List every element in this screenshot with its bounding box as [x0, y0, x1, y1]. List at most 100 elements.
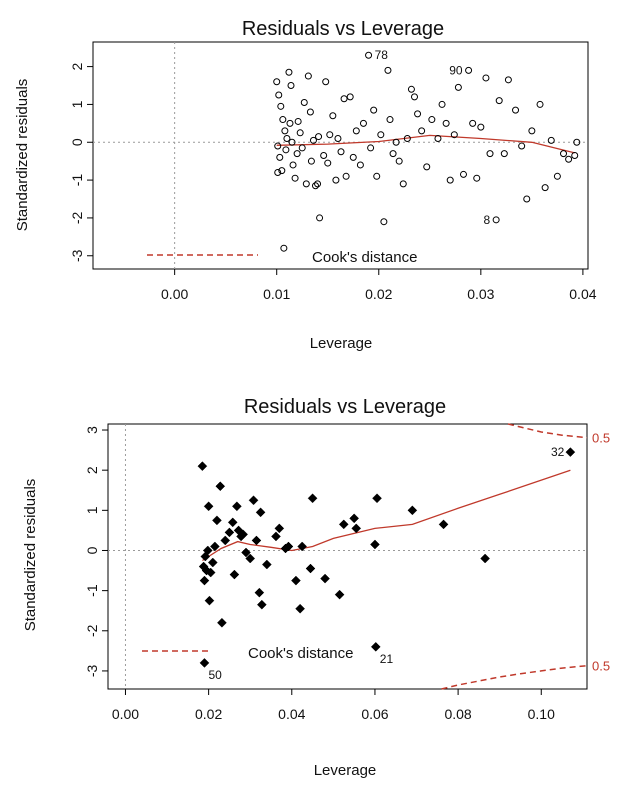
- chart-1-data-point: [486, 150, 494, 158]
- chart-2-data-point: [210, 541, 220, 552]
- chart-2-data-point: [215, 481, 226, 492]
- chart-1-point-label: 8: [483, 213, 490, 227]
- chart-2-data-point: [197, 461, 208, 472]
- chart-1-data-point: [512, 106, 520, 114]
- chart-2-data-point: [349, 513, 360, 524]
- chart-1-data-point: [281, 127, 289, 135]
- chart-2-data-point: [274, 523, 285, 534]
- chart-1-data-point: [477, 123, 485, 131]
- chart-1-data-point: [547, 136, 555, 144]
- chart-2-data-point: [297, 541, 308, 552]
- chart-1-data-point: [450, 131, 458, 139]
- chart-1-data-point: [528, 127, 536, 135]
- chart-2-data-point: [251, 535, 262, 546]
- chart-1-data-point: [469, 119, 477, 127]
- chart-1-data-point: [442, 119, 450, 127]
- chart-2-y-axis-label: Standardized residuals: [22, 479, 39, 632]
- chart-2-y-tick-label: 2: [84, 466, 100, 474]
- chart-2-data-point: [307, 493, 318, 504]
- chart-1-data-point: [322, 78, 330, 86]
- chart-1-data-point: [285, 68, 293, 76]
- chart-1-data-point: [386, 116, 394, 124]
- chart-1-data-point: [418, 127, 426, 135]
- chart-1-data-point: [346, 93, 354, 101]
- chart-1-data-point: [370, 106, 378, 114]
- chart-1-y-tick-label: 2: [69, 62, 85, 70]
- chart-1-data-point: [306, 108, 314, 116]
- chart-1-y-tick-label: 1: [69, 100, 85, 108]
- chart-1-data-point: [293, 150, 301, 158]
- chart-2-point-label: 32: [551, 445, 565, 459]
- chart-1-data-point: [311, 182, 319, 190]
- chart-1-data-point: [541, 184, 549, 192]
- chart-1-data-point: [307, 157, 315, 165]
- chart-2-data-point: [438, 519, 449, 530]
- chart-1-data-point: [283, 134, 291, 142]
- chart-2-cooks-contour-label: 0.5: [592, 431, 610, 446]
- chart-1-data-point: [367, 144, 375, 152]
- chart-2-data-point: [245, 553, 256, 564]
- chart-1-data-point: [560, 150, 568, 158]
- chart-1-data-point: [340, 95, 348, 103]
- chart-2-data-point: [407, 505, 418, 516]
- chart-1-data-point: [275, 91, 283, 99]
- chart-1-legend-label: Cook's distance: [312, 249, 417, 266]
- chart-1-x-axis-label: Leverage: [310, 335, 373, 352]
- chart-1-data-point: [320, 152, 328, 159]
- chart-1-data-point: [326, 131, 334, 139]
- chart-2-legend-label: Cook's distance: [248, 645, 353, 662]
- chart-2-cooks-distance-contour: [507, 423, 588, 439]
- chart-1-data-point: [365, 51, 373, 59]
- chart-1-data-point: [454, 83, 462, 91]
- chart-1-data-point: [332, 176, 340, 184]
- chart-1-data-point: [291, 174, 299, 182]
- chart-1-data-point: [294, 117, 302, 125]
- chart-2-x-tick-label: 0.06: [361, 706, 388, 722]
- chart-1-data-point: [410, 93, 418, 101]
- chart-1-data-point: [298, 144, 306, 152]
- chart-1-data-point: [316, 214, 324, 222]
- chart-2-x-tick-label: 0.00: [112, 706, 139, 722]
- chart-2-x-tick-label: 0.02: [195, 706, 222, 722]
- chart-1-y-axis-label: Standardized residuals: [14, 79, 31, 232]
- chart-2-data-point: [200, 551, 211, 562]
- chart-1-data-point: [329, 112, 337, 120]
- chart-2-point-label: 50: [208, 668, 222, 682]
- chart-2-y-tick-label: 1: [84, 506, 100, 514]
- chart-1-data-point: [314, 180, 322, 188]
- chart-2-data-point: [255, 507, 266, 518]
- chart-2-data-point: [248, 495, 259, 506]
- chart-1-data-point: [273, 78, 281, 86]
- chart-2: Residuals vs Leverage 0.00 0.02 0.04 0.06 0.…: [22, 396, 610, 779]
- chart-1-data-point: [573, 138, 581, 146]
- chart-2-data-point: [370, 539, 380, 550]
- chart-2-data-point: [565, 447, 576, 457]
- chart-2-smoother-line: [202, 469, 571, 562]
- chart-2-data-point: [241, 547, 251, 558]
- chart-2-data-point: [338, 519, 349, 530]
- chart-2-x-tick-label: 0.04: [278, 706, 305, 722]
- chart-1-data-point: [428, 116, 436, 124]
- chart-2-data-point: [351, 523, 362, 534]
- chart-1-data-point: [342, 172, 350, 180]
- chart-1-data-point: [446, 176, 454, 184]
- chart-1-x-tick-label: 0.02: [365, 286, 392, 302]
- chart-1-data-point: [315, 133, 323, 141]
- chart-2-data-point: [227, 517, 238, 528]
- chart-2-y-tick-label: -2: [84, 624, 100, 637]
- chart-1-data-point: [359, 119, 367, 127]
- chart-1-smoother-line: [276, 134, 575, 154]
- chart-1: Residuals vs Leverage 0.00 0.01 0.02 0.03 0.…: [14, 18, 597, 352]
- chart-1-data-point: [414, 110, 422, 118]
- chart-2-data-point: [291, 575, 301, 586]
- chart-1-data-point: [384, 66, 392, 74]
- chart-2-data-point: [204, 595, 215, 606]
- chart-1-data-point: [523, 195, 531, 203]
- chart-1-data-point: [304, 72, 312, 80]
- chart-1-x-tick-label: 0.04: [569, 286, 596, 302]
- chart-1-point-label: 90: [449, 63, 463, 77]
- chart-1-y-tick-label: -2: [69, 211, 85, 224]
- chart-2-data-point: [232, 501, 242, 512]
- chart-1-data-point: [500, 150, 508, 158]
- chart-2-data-point: [480, 553, 490, 564]
